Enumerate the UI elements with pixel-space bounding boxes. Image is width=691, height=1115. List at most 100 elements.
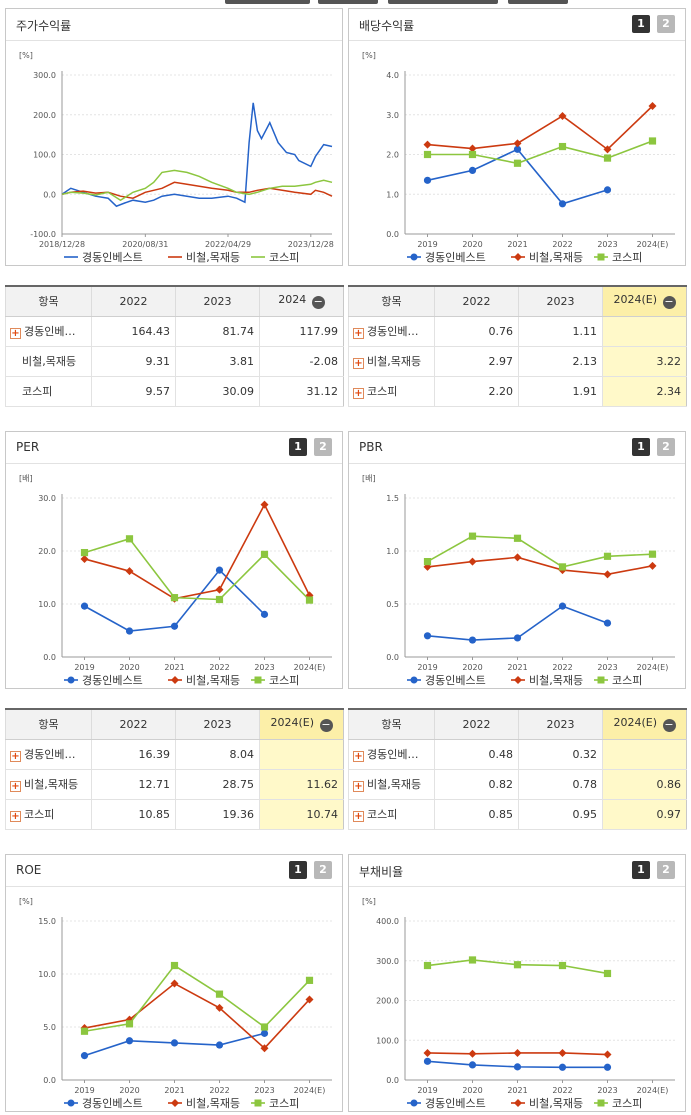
row-label-text: 비철,목재등 bbox=[367, 355, 422, 368]
collapse-icon[interactable]: − bbox=[662, 295, 676, 310]
data-point bbox=[125, 535, 134, 543]
table-cell: 9.31 bbox=[91, 346, 176, 377]
legend: 경동인베스트 비철,목재등 코스피 bbox=[407, 251, 642, 264]
row-label-text: 코스피 bbox=[24, 808, 55, 821]
chart-panel-dividend-yield: 배당수익률 1 2 [%] 0.0 1.0 2.0 3.0 4.0 2019 2020 2021… bbox=[348, 8, 686, 266]
data-point bbox=[603, 969, 612, 978]
page-2-button[interactable]: 2 bbox=[314, 438, 332, 456]
y-tick-label: 1.0 bbox=[386, 190, 399, 199]
data-point bbox=[468, 636, 477, 644]
page-2-button[interactable]: 2 bbox=[314, 861, 332, 879]
column-header-estimate: 2024(E) − bbox=[602, 709, 687, 740]
top-tab-3[interactable] bbox=[388, 0, 498, 4]
table-row: + 경동인베… 16.39 8.04 bbox=[5, 739, 344, 770]
expand-icon[interactable]: + bbox=[353, 751, 364, 762]
legend-label: 코스피 bbox=[612, 1097, 642, 1110]
x-tick-label: 2020 bbox=[119, 1086, 139, 1095]
expand-icon[interactable]: + bbox=[10, 328, 21, 339]
page-1-button[interactable]: 1 bbox=[632, 438, 650, 456]
top-tab-4[interactable] bbox=[508, 0, 568, 4]
series-line bbox=[61, 169, 333, 202]
collapse-icon[interactable]: − bbox=[662, 718, 676, 733]
expand-icon[interactable]: + bbox=[10, 751, 21, 762]
collapse-icon[interactable]: − bbox=[311, 295, 325, 310]
y-tick-label: 100.0 bbox=[376, 1036, 399, 1045]
expand-icon[interactable]: + bbox=[10, 811, 21, 822]
series-line bbox=[61, 181, 333, 199]
chart-panel-pbr: PBR 1 2 [배] 0.0 0.5 1.0 1.5 2019 2020 2021 2022 2… bbox=[348, 431, 686, 689]
x-tick-label: 2018/12/28 bbox=[39, 240, 85, 249]
data-point bbox=[603, 1063, 612, 1071]
y-tick-label: 300.0 bbox=[33, 71, 56, 80]
table-cell: 0.76 bbox=[434, 316, 519, 347]
row-label: + 경동인베… bbox=[348, 739, 435, 770]
page-1-button[interactable]: 1 bbox=[289, 438, 307, 456]
x-tick-label: 2022 bbox=[552, 240, 572, 249]
page-1-button[interactable]: 1 bbox=[632, 861, 650, 879]
expand-icon[interactable]: + bbox=[353, 781, 364, 792]
data-point bbox=[125, 1015, 134, 1024]
data-point bbox=[423, 632, 432, 640]
data-point bbox=[603, 619, 612, 627]
expand-icon[interactable]: + bbox=[353, 388, 364, 399]
data-point bbox=[215, 595, 224, 604]
data-point bbox=[513, 139, 522, 148]
y-tick-label: 15.0 bbox=[38, 917, 56, 926]
table-cell-estimate bbox=[602, 739, 687, 770]
page-1-button[interactable]: 1 bbox=[289, 861, 307, 879]
collapse-icon[interactable]: − bbox=[319, 718, 333, 733]
row-label-text: 경동인베… bbox=[367, 748, 419, 761]
data-point bbox=[125, 627, 134, 635]
row-label: + 비철,목재등 bbox=[348, 346, 435, 377]
top-tab-2[interactable] bbox=[318, 0, 378, 4]
data-point bbox=[513, 553, 522, 562]
top-tab-1[interactable] bbox=[225, 0, 310, 4]
table-cell: 19.36 bbox=[175, 799, 260, 830]
chart-title: 배당수익률 bbox=[359, 19, 415, 33]
page-2-button[interactable]: 2 bbox=[657, 15, 675, 33]
x-tick-label: 2021 bbox=[507, 663, 527, 672]
row-label: + 경동인베… bbox=[348, 316, 435, 347]
table-row: + 경동인베… 0.76 1.11 bbox=[348, 316, 687, 347]
data-point bbox=[170, 594, 179, 602]
x-tick-label: 2020 bbox=[462, 663, 482, 672]
page-2-button[interactable]: 2 bbox=[657, 438, 675, 456]
expand-icon[interactable]: + bbox=[353, 328, 364, 339]
y-tick-label: 100.0 bbox=[33, 151, 56, 160]
legend: 경동인베스트 비철,목재등 코스피 bbox=[407, 1097, 642, 1110]
table-cell: 8.04 bbox=[175, 739, 260, 770]
column-header-text: 2024 bbox=[278, 293, 307, 307]
legend-marker bbox=[597, 253, 605, 261]
legend-marker bbox=[597, 676, 605, 684]
page-2-button[interactable]: 2 bbox=[657, 861, 675, 879]
page-1-button[interactable]: 1 bbox=[632, 15, 650, 33]
data-point bbox=[80, 554, 89, 563]
data-point bbox=[80, 1027, 89, 1035]
expand-icon[interactable]: + bbox=[353, 811, 364, 822]
column-header: 항목 bbox=[5, 709, 92, 740]
data-point bbox=[80, 1052, 89, 1060]
legend-marker bbox=[67, 676, 75, 684]
row-label: + 코스피 bbox=[5, 799, 92, 830]
expand-icon[interactable]: + bbox=[10, 781, 21, 792]
table-cell: 117.99 bbox=[259, 316, 344, 347]
x-tick-label: 2024(E) bbox=[637, 1086, 669, 1095]
expand-icon[interactable]: + bbox=[353, 358, 364, 369]
unit-label: [%] bbox=[19, 51, 33, 60]
legend-marker bbox=[171, 676, 179, 684]
row-label: 코스피 bbox=[5, 376, 92, 407]
legend-marker bbox=[597, 1099, 605, 1107]
row-label-text: 비철,목재등 bbox=[367, 778, 422, 791]
x-tick-label: 2024(E) bbox=[637, 663, 669, 672]
data-point bbox=[603, 154, 612, 162]
legend-marker bbox=[171, 1099, 179, 1107]
x-tick-label: 2021 bbox=[164, 663, 184, 672]
data-point bbox=[558, 200, 567, 208]
table-cell: 9.57 bbox=[91, 376, 176, 407]
data-point bbox=[170, 979, 179, 988]
data-point bbox=[260, 610, 269, 618]
dividend-yield-chart: [%] 0.0 1.0 2.0 3.0 4.0 2019 2020 2021 2022 2023 20… bbox=[362, 51, 675, 264]
table-header-row: 항목 2022 2023 2024(E) − bbox=[5, 709, 344, 740]
y-tick-label: 10.0 bbox=[38, 970, 56, 979]
column-header: 2022 bbox=[91, 286, 176, 317]
